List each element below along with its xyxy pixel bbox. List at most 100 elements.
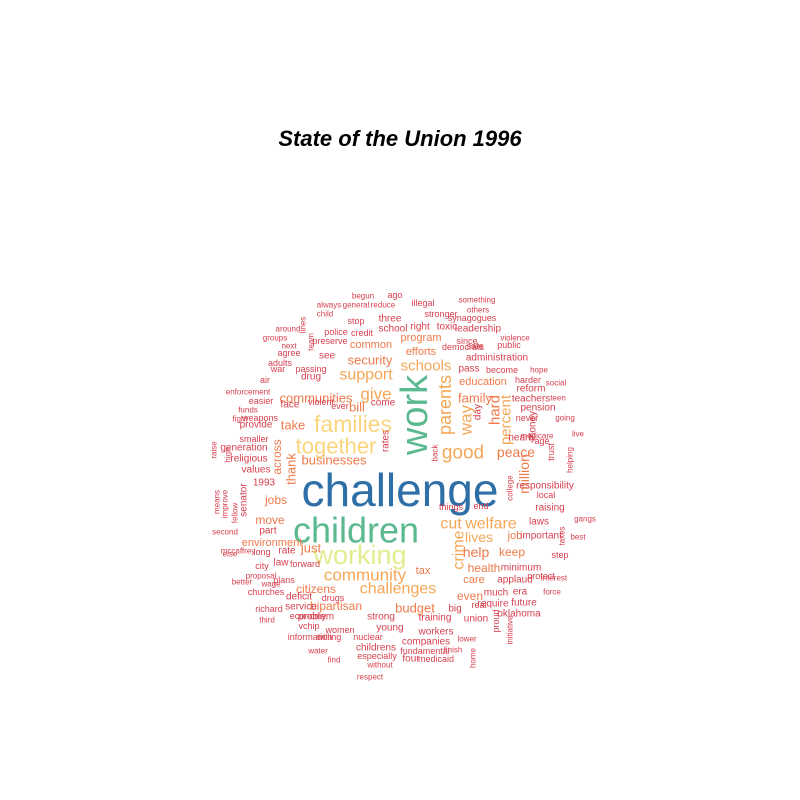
- word-long: long: [253, 547, 270, 557]
- word-since: since: [456, 336, 477, 346]
- word-drug: drug: [301, 372, 321, 383]
- word-live: live: [572, 430, 585, 439]
- word-tax: tax: [416, 565, 431, 577]
- word-gangs: gangs: [574, 515, 596, 524]
- word-respect: respect: [357, 673, 384, 682]
- word-jobs: jobs: [264, 493, 287, 507]
- word-workers: workers: [417, 627, 453, 638]
- word-smaller: smaller: [239, 434, 268, 444]
- word-ago: ago: [387, 290, 402, 300]
- word-next: next: [281, 342, 297, 351]
- word-come: come: [371, 398, 396, 409]
- word-environment: environment: [242, 537, 303, 549]
- word-reduce: reduce: [371, 301, 396, 310]
- word-fight: fight: [232, 415, 248, 424]
- word-help: help: [463, 544, 490, 560]
- word-taxes: taxes: [558, 526, 567, 545]
- word-bill: bill: [349, 400, 365, 415]
- word-women: women: [324, 625, 354, 635]
- page-title: State of the Union 1996: [278, 126, 522, 151]
- word-era: era: [513, 587, 528, 598]
- word-important: important: [520, 531, 562, 542]
- word-day: day: [473, 404, 484, 420]
- word-oklahoma: oklahoma: [497, 609, 541, 620]
- word-preserve: preserve: [312, 336, 347, 346]
- word-give: give: [360, 385, 391, 404]
- word-toxic: toxic: [437, 322, 458, 333]
- word-vchip: vchip: [298, 621, 319, 631]
- word-best: best: [570, 533, 586, 542]
- word-medicaid: medicaid: [418, 654, 454, 664]
- word-parents: parents: [435, 375, 455, 435]
- word-minimum: minimum: [501, 563, 542, 574]
- word-support: support: [339, 367, 393, 384]
- word-crime: crime: [451, 530, 468, 569]
- word-deficit: deficit: [286, 592, 312, 603]
- word-rate: rate: [278, 546, 296, 557]
- word-else: else: [223, 550, 238, 559]
- word-begun: begun: [352, 292, 374, 301]
- word-improve: improve: [221, 489, 230, 518]
- word-values: values: [242, 465, 271, 476]
- word-violence: violence: [500, 334, 530, 343]
- word-businesses: businesses: [301, 453, 367, 468]
- word-medicare: medicare: [521, 432, 554, 441]
- word-others: others: [467, 306, 489, 315]
- word-future: future: [511, 598, 537, 609]
- word-citizens: citizens: [296, 582, 336, 596]
- word-public: public: [497, 340, 521, 350]
- word-teachers: teachers: [512, 394, 550, 405]
- word-team: team: [307, 333, 316, 351]
- word-family: family: [458, 391, 492, 406]
- word-forward: forward: [290, 559, 320, 569]
- word-strong: strong: [367, 612, 395, 623]
- word-finish: finish: [444, 646, 463, 655]
- word-end: end: [473, 501, 488, 511]
- word-step: step: [551, 550, 568, 560]
- word-agree: agree: [277, 348, 300, 358]
- word-enforcement: enforcement: [226, 388, 271, 397]
- word-funds: funds: [238, 406, 258, 415]
- word-move: move: [255, 513, 285, 527]
- word-senator: senator: [239, 483, 250, 517]
- word-teen: teen: [550, 394, 566, 403]
- word-families: families: [314, 411, 392, 437]
- word-violent: violent: [308, 397, 335, 407]
- word-efforts: efforts: [406, 346, 437, 358]
- word-challenges: challenges: [360, 581, 437, 598]
- word-cut: cut: [440, 516, 462, 533]
- word-force: force: [543, 588, 561, 597]
- word-nearly: nearly: [508, 433, 535, 444]
- word-weapons: weapons: [241, 413, 279, 423]
- word-children: children: [293, 510, 419, 551]
- word-companies: companies: [402, 637, 450, 648]
- word-problem: problem: [298, 612, 334, 623]
- word-take: take: [281, 418, 306, 433]
- word-across: across: [270, 439, 284, 474]
- word-right: right: [410, 322, 430, 333]
- word-just: just: [300, 541, 322, 556]
- word-even: even: [457, 589, 483, 603]
- word-synagogues: synagogues: [448, 313, 497, 323]
- word-administration: administration: [466, 353, 528, 364]
- word-easier: easier: [249, 396, 274, 406]
- word-raise: raise: [210, 441, 219, 459]
- word-economy: economy: [290, 611, 327, 621]
- word-1993: 1993: [253, 478, 276, 489]
- word-passing: passing: [295, 364, 326, 374]
- word-stop: stop: [347, 316, 364, 326]
- word-percent: percent: [498, 394, 515, 445]
- word-drugs: drugs: [322, 593, 345, 603]
- word-job: job: [507, 530, 523, 542]
- word-health: health: [468, 561, 501, 575]
- word-harder: harder: [515, 375, 541, 385]
- word-million: million: [516, 454, 532, 494]
- word-bipartisan: bipartisan: [310, 599, 362, 613]
- word-communities: communities: [280, 391, 353, 406]
- word-initiative: initiative: [506, 615, 515, 644]
- word-security: security: [348, 353, 393, 368]
- word-real: real: [471, 600, 486, 610]
- word-challenge: challenge: [302, 464, 499, 516]
- word-raising: raising: [535, 503, 564, 514]
